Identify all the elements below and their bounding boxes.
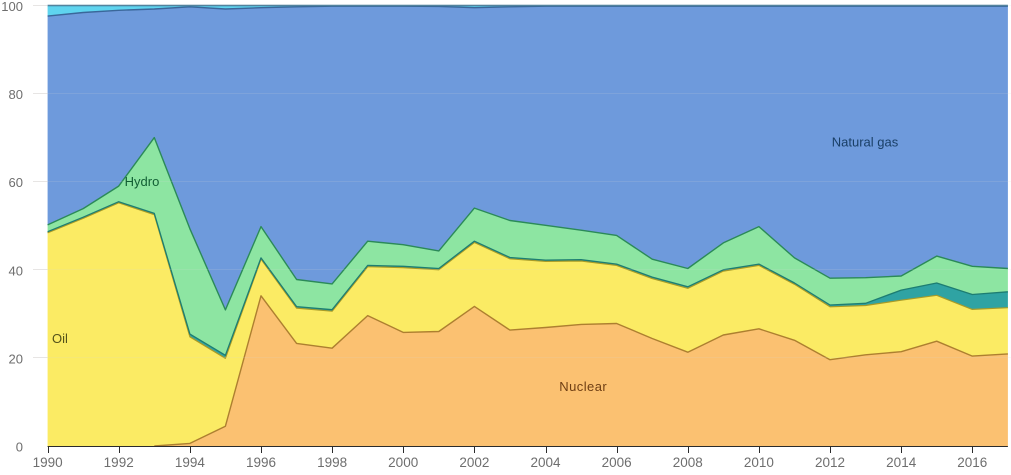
svg-text:1996: 1996 bbox=[246, 455, 276, 470]
svg-text:2000: 2000 bbox=[388, 455, 418, 470]
svg-text:60: 60 bbox=[9, 175, 23, 190]
svg-text:2006: 2006 bbox=[602, 455, 632, 470]
svg-text:2012: 2012 bbox=[815, 455, 845, 470]
svg-text:40: 40 bbox=[9, 263, 23, 278]
svg-text:2014: 2014 bbox=[886, 455, 917, 470]
svg-text:2016: 2016 bbox=[957, 455, 987, 470]
svg-text:100: 100 bbox=[1, 0, 23, 14]
svg-text:Natural gas: Natural gas bbox=[832, 134, 899, 149]
svg-text:1994: 1994 bbox=[175, 455, 206, 470]
svg-text:Nuclear: Nuclear bbox=[559, 379, 607, 394]
svg-text:Hydro: Hydro bbox=[125, 174, 160, 189]
svg-text:1998: 1998 bbox=[317, 455, 347, 470]
svg-text:20: 20 bbox=[9, 351, 23, 366]
svg-text:80: 80 bbox=[9, 87, 23, 102]
svg-text:2004: 2004 bbox=[530, 455, 561, 470]
svg-text:1990: 1990 bbox=[33, 455, 63, 470]
svg-text:0: 0 bbox=[16, 440, 23, 455]
svg-text:2008: 2008 bbox=[673, 455, 703, 470]
svg-text:2002: 2002 bbox=[459, 455, 489, 470]
svg-text:1992: 1992 bbox=[104, 455, 134, 470]
svg-text:2010: 2010 bbox=[744, 455, 774, 470]
svg-text:Oil: Oil bbox=[52, 331, 68, 346]
